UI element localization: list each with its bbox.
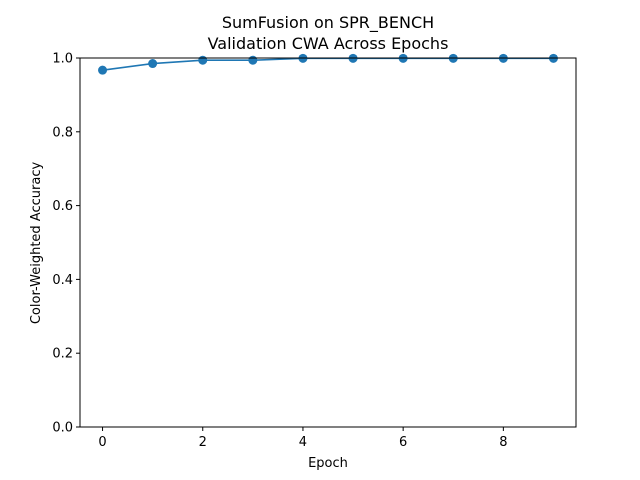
data-point-0	[98, 65, 108, 75]
axes-frame	[79, 57, 577, 428]
y-tick-label-1: 0.2	[52, 347, 73, 362]
chart-title-line1: SumFusion on SPR_BENCH	[222, 13, 434, 33]
y-tick-label-5: 1.0	[52, 52, 73, 67]
data-point-2	[198, 55, 208, 65]
x-tick-label-0: 0	[98, 435, 106, 450]
y-tick-label-0: 0.0	[52, 421, 73, 436]
x-axis-label: Epoch	[308, 456, 348, 471]
data-point-3	[248, 55, 258, 65]
data-point-1	[148, 59, 158, 69]
y-tick-label-3: 0.6	[52, 199, 73, 214]
y-tick-label-2: 0.4	[52, 273, 73, 288]
chart-title-line2: Validation CWA Across Epochs	[208, 34, 449, 53]
y-tick-label-4: 0.8	[52, 125, 73, 140]
y-axis-label: Color-Weighted Accuracy	[29, 162, 44, 325]
x-tick-label-2: 2	[199, 435, 207, 450]
x-tick-label-6: 6	[399, 435, 407, 450]
plot-area: 0 2 4 6 8 0.0 0.2 0.4 0.6 0.8 1.0	[52, 52, 577, 450]
x-tick-label-8: 8	[499, 435, 507, 450]
x-tick-label-4: 4	[299, 435, 307, 450]
